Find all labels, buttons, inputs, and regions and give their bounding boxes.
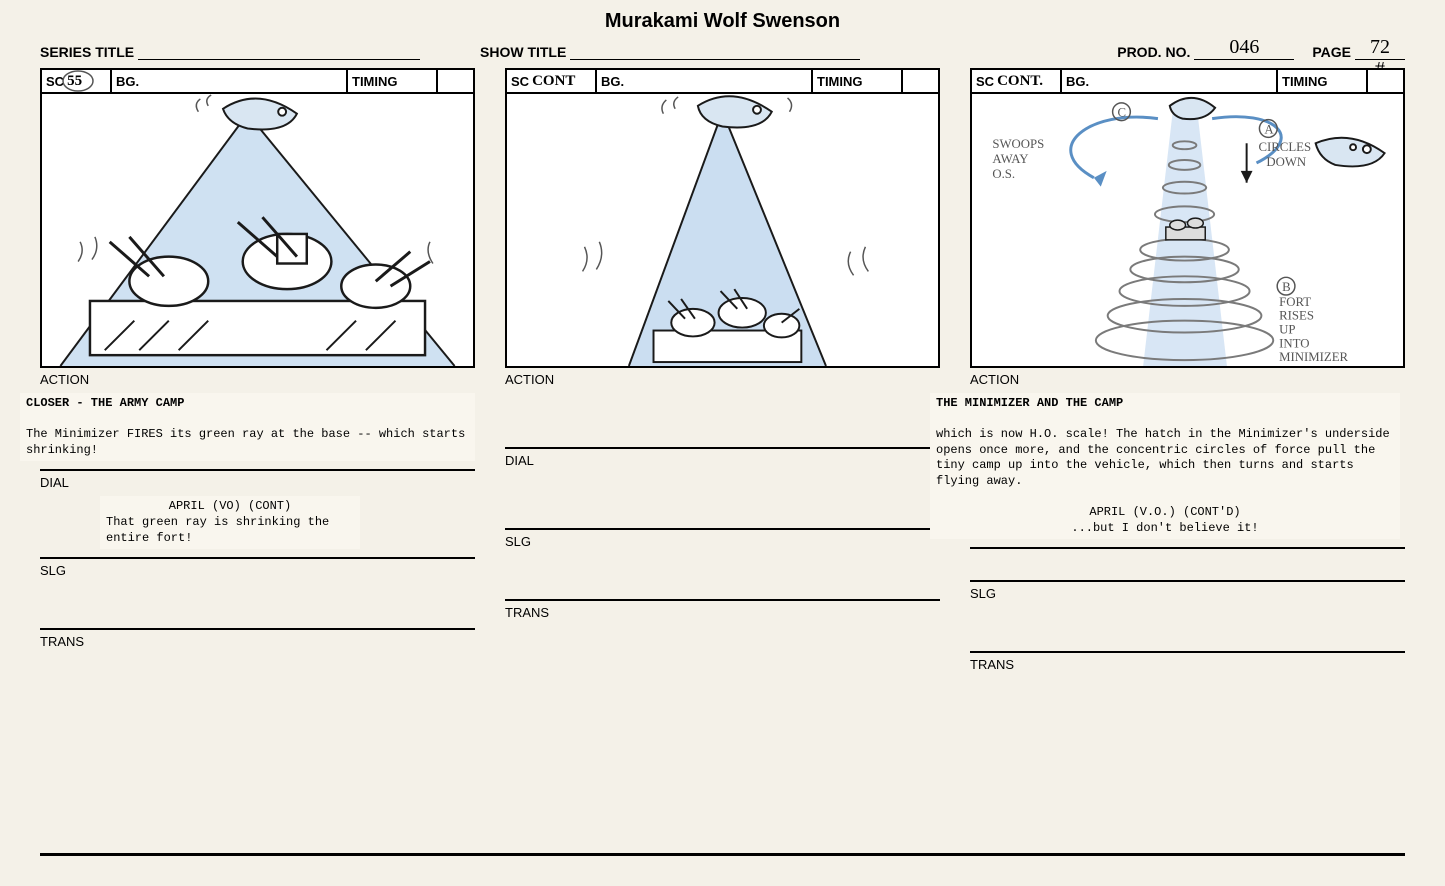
panel-3-sc-value: CONT.: [997, 73, 1043, 90]
slg-label-3: SLG: [970, 586, 1405, 601]
svg-text:AWAY: AWAY: [992, 152, 1028, 166]
trans-label-2: TRANS: [505, 605, 940, 620]
svg-text:A: A: [1264, 122, 1274, 136]
trans-label-3: TRANS: [970, 657, 1405, 672]
slg-label: SLG: [40, 563, 475, 578]
panel-2-action: [505, 389, 940, 449]
page-field: PAGE 72: [1312, 36, 1405, 60]
panel-1: SC 55 BG. TIMING: [40, 68, 475, 674]
panel-3-frame: SC CONT. BG. TIMING: [970, 68, 1405, 368]
prod-no-value: 046: [1229, 36, 1259, 58]
panel-3-dial: [970, 562, 1405, 582]
svg-text:RISES: RISES: [1279, 309, 1314, 323]
action-label-3: ACTION: [970, 372, 1405, 387]
bottom-rule: [40, 853, 1405, 856]
svg-text:DOWN: DOWN: [1266, 155, 1306, 169]
page-value: 72: [1370, 36, 1390, 58]
svg-text:O.S.: O.S.: [992, 167, 1015, 181]
panel-1-slg: [40, 580, 475, 630]
dial-label: DIAL: [40, 475, 475, 490]
panel-2-slg: [505, 551, 940, 601]
panel-1-dial-speaker: APRIL (VO) (CONT): [106, 499, 354, 515]
panel-1-action-title: CLOSER - THE ARMY CAMP: [26, 396, 184, 410]
panel-2: SC CONT BG. TIMING: [505, 68, 940, 674]
series-title-field: SERIES TITLE: [40, 44, 420, 60]
series-title-label: SERIES TITLE: [40, 44, 134, 60]
slg-label-2: SLG: [505, 534, 940, 549]
timing-label: TIMING: [352, 74, 398, 89]
svg-text:SWOOPS: SWOOPS: [992, 137, 1044, 151]
action-label-2: ACTION: [505, 372, 940, 387]
bg-label-3: BG.: [1066, 74, 1089, 89]
sc-label-3: SC: [976, 74, 994, 89]
prod-no-field: PROD. NO. 046: [1117, 36, 1294, 60]
panel-3-dial-speaker: APRIL (V.O.) (CONT'D): [936, 505, 1394, 521]
svg-text:B: B: [1282, 280, 1291, 294]
panel-1-frame: SC 55 BG. TIMING: [40, 68, 475, 368]
panel-3-drawing: SWOOPS AWAY O.S. C A CIRCLES DOWN B FORT…: [972, 94, 1403, 366]
page-header: Murakami Wolf Swenson SERIES TITLE SHOW …: [40, 10, 1405, 60]
action-label: ACTION: [40, 372, 475, 387]
panel-1-action-body: The Minimizer FIRES its green ray at the…: [26, 427, 465, 457]
dial-label-2: DIAL: [505, 453, 940, 468]
timing-label-3: TIMING: [1282, 74, 1328, 89]
panel-3-action-title: THE MINIMIZER AND THE CAMP: [936, 396, 1123, 410]
panel-1-action: CLOSER - THE ARMY CAMP The Minimizer FIR…: [40, 389, 475, 471]
svg-text:C: C: [1118, 106, 1127, 120]
panel-1-drawing: [42, 94, 473, 366]
panel-3-action: THE MINIMIZER AND THE CAMP which is now …: [970, 389, 1405, 549]
panel-1-sc-value: 55: [67, 73, 82, 90]
company-name: Murakami Wolf Swenson: [605, 10, 840, 33]
panel-2-sc-value: CONT: [532, 73, 575, 90]
panel-3-slg: [970, 603, 1405, 653]
panel-3-dial-body: ...but I don't believe it!: [936, 521, 1394, 537]
panel-1-dial-body: That green ray is shrinking the entire f…: [106, 515, 329, 545]
prod-no-label: PROD. NO.: [1117, 44, 1190, 60]
svg-text:UP: UP: [1279, 322, 1295, 336]
sc-label-2: SC: [511, 74, 529, 89]
panel-3: SC CONT. BG. TIMING: [970, 68, 1405, 674]
panel-2-dial: [505, 470, 940, 530]
svg-text:FORT: FORT: [1279, 295, 1311, 309]
svg-text:CIRCLES: CIRCLES: [1258, 140, 1311, 154]
panel-3-action-body: which is now H.O. scale! The hatch in th…: [936, 427, 1390, 488]
storyboard-panels: SC 55 BG. TIMING: [40, 68, 1405, 674]
timing-label-2: TIMING: [817, 74, 863, 89]
panel-2-frame: SC CONT BG. TIMING: [505, 68, 940, 368]
bg-label-2: BG.: [601, 74, 624, 89]
trans-label: TRANS: [40, 634, 475, 649]
show-title-field: SHOW TITLE: [480, 44, 860, 60]
svg-text:MINIMIZER: MINIMIZER: [1279, 350, 1348, 364]
panel-2-drawing: [507, 94, 938, 366]
show-title-label: SHOW TITLE: [480, 44, 566, 60]
svg-text:INTO: INTO: [1279, 336, 1309, 350]
panel-1-dial: APRIL (VO) (CONT) That green ray is shri…: [40, 492, 475, 559]
bg-label: BG.: [116, 74, 139, 89]
